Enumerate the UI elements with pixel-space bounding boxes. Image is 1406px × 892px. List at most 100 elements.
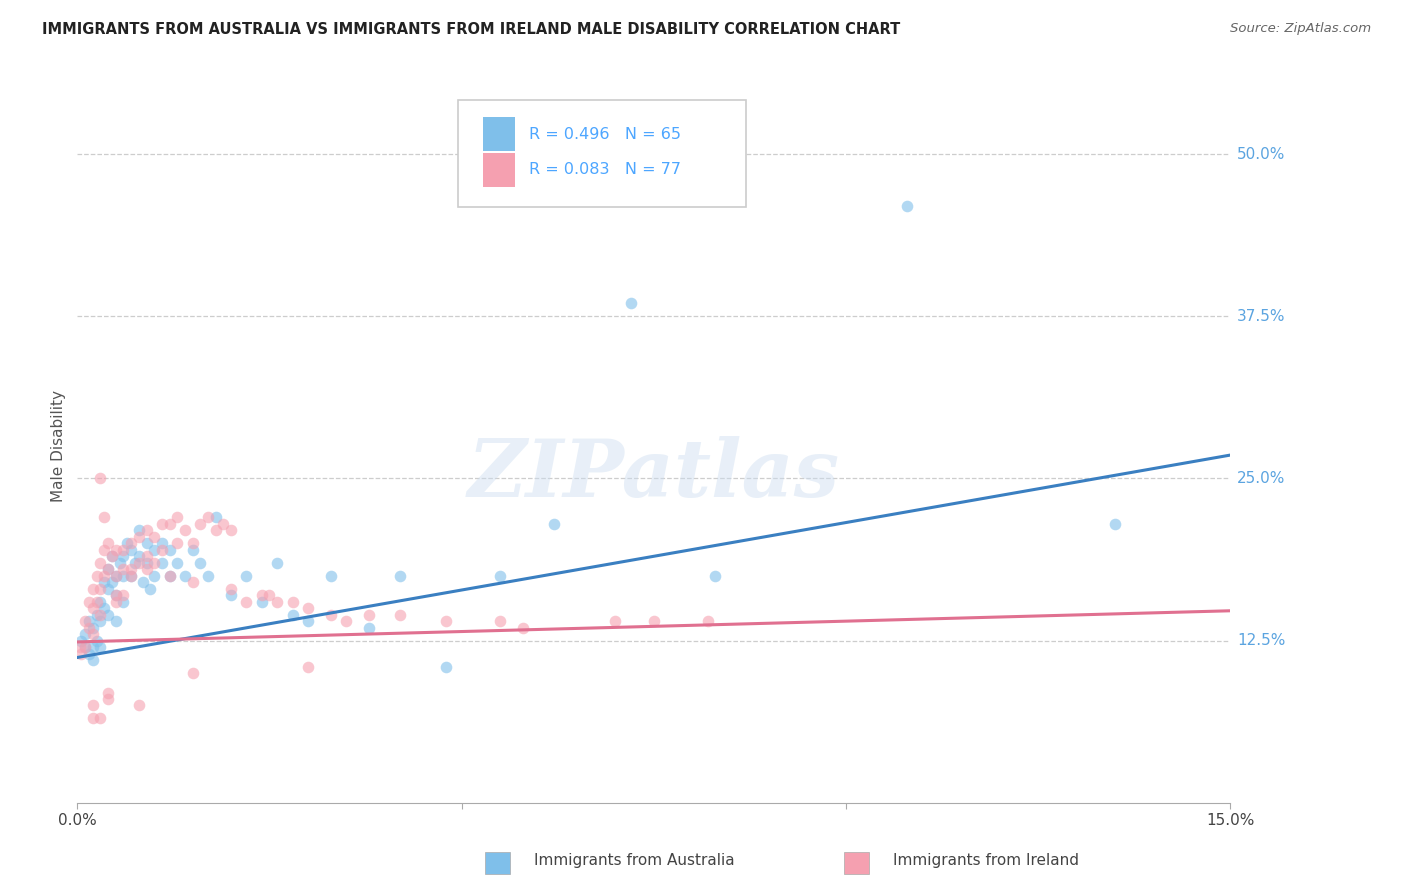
Point (143, 556, 166, 570)
Point (82, 698, 104, 713)
Point (70, 647, 93, 661)
Point (135, 556, 157, 570)
Point (197, 510, 219, 524)
Point (89, 556, 111, 570)
Point (704, 568, 727, 582)
Point (73, 640, 96, 654)
Point (335, 614, 357, 628)
Point (389, 568, 412, 582)
Point (143, 530, 166, 544)
Point (1104, 516, 1126, 531)
Point (166, 510, 188, 524)
Point (104, 568, 127, 582)
Point (82, 640, 104, 654)
Point (204, 524, 226, 538)
Point (77, 647, 100, 661)
Point (319, 607, 342, 622)
Text: 12.5%: 12.5% (1237, 633, 1285, 648)
Point (389, 607, 412, 622)
Point (166, 536, 188, 550)
Point (73, 614, 96, 628)
Text: ZIPatlas: ZIPatlas (468, 436, 839, 513)
Point (97, 562, 120, 576)
Point (489, 614, 512, 628)
Point (120, 568, 142, 582)
Text: Source: ZipAtlas.com: Source: ZipAtlas.com (1230, 22, 1371, 36)
Point (150, 516, 173, 531)
Point (93, 542, 115, 557)
Point (112, 568, 135, 582)
Point (150, 542, 173, 557)
Point (135, 524, 157, 538)
Point (97, 582, 120, 596)
Point (219, 524, 242, 538)
Point (82, 601, 104, 615)
Point (197, 568, 219, 582)
Point (219, 588, 242, 602)
Point (643, 614, 665, 628)
Point (174, 568, 197, 582)
Point (86, 568, 108, 582)
Point (93, 510, 115, 524)
Point (212, 516, 235, 531)
Point (896, 199, 918, 213)
Text: Immigrants from Ireland: Immigrants from Ireland (893, 854, 1078, 868)
Point (181, 542, 204, 557)
Point (82, 582, 104, 596)
Point (139, 582, 162, 596)
Point (174, 524, 197, 538)
Point (101, 549, 124, 564)
Point (250, 588, 273, 602)
Point (159, 516, 181, 531)
Point (70, 633, 93, 648)
Point (696, 614, 718, 628)
Text: 37.5%: 37.5% (1237, 309, 1285, 324)
Point (188, 556, 211, 570)
Point (135, 536, 157, 550)
Point (128, 549, 150, 564)
Point (104, 542, 127, 557)
Point (297, 601, 319, 615)
Point (69, 640, 91, 654)
Point (181, 666, 204, 681)
Point (104, 588, 127, 602)
Point (204, 510, 226, 524)
Point (82, 711, 104, 725)
Point (101, 549, 124, 564)
Point (434, 614, 457, 628)
Point (112, 562, 135, 576)
Point (77, 621, 100, 635)
Point (89, 711, 111, 725)
Point (89, 582, 111, 596)
Point (434, 659, 457, 673)
Point (120, 542, 142, 557)
Point (97, 692, 120, 706)
Point (620, 296, 643, 310)
Point (97, 685, 120, 699)
Point (104, 614, 127, 628)
Point (101, 575, 124, 590)
Point (235, 568, 257, 582)
Point (166, 556, 188, 570)
Point (150, 556, 173, 570)
Point (97, 562, 120, 576)
Point (117, 536, 139, 550)
Point (77, 614, 100, 628)
Point (319, 568, 342, 582)
Point (112, 549, 135, 564)
Point (359, 621, 381, 635)
Point (120, 568, 142, 582)
Point (89, 595, 111, 609)
Point (181, 536, 204, 550)
Point (89, 614, 111, 628)
Point (135, 549, 157, 564)
Point (112, 595, 135, 609)
Point (86, 607, 108, 622)
Point (77, 595, 100, 609)
Point (128, 530, 150, 544)
Point (112, 588, 135, 602)
Point (159, 568, 181, 582)
Point (93, 568, 115, 582)
Text: Immigrants from Australia: Immigrants from Australia (534, 854, 735, 868)
Point (128, 556, 150, 570)
